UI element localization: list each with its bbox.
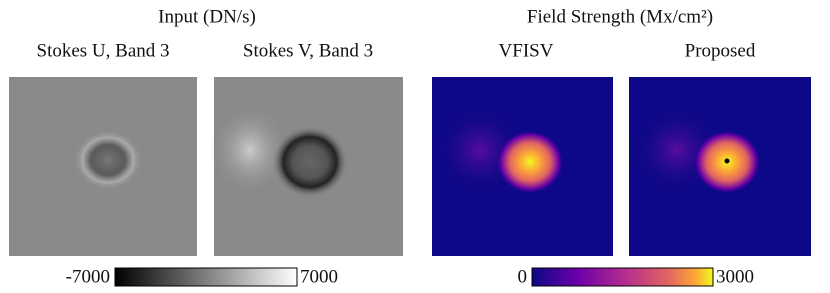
panel-label: VFISV	[499, 40, 554, 61]
image-panel	[432, 77, 613, 256]
colorbar-label: 7000	[300, 266, 338, 287]
colorbar-label: 3000	[716, 266, 754, 287]
group-title: Field Strength (Mx/cm²)	[527, 6, 713, 27]
panel-label: Proposed	[685, 40, 756, 61]
panel-label: Stokes V, Band 3	[243, 40, 373, 61]
panel-label: Stokes U, Band 3	[37, 40, 170, 61]
image-panel	[210, 77, 403, 256]
image-panel	[629, 77, 811, 256]
colorbar-label: 0	[518, 266, 528, 287]
group-title: Input (DN/s)	[158, 6, 256, 27]
image-panel	[9, 77, 197, 256]
colorbar	[114, 267, 298, 287]
colorbar	[531, 267, 714, 287]
colorbar-label: -7000	[66, 266, 110, 287]
